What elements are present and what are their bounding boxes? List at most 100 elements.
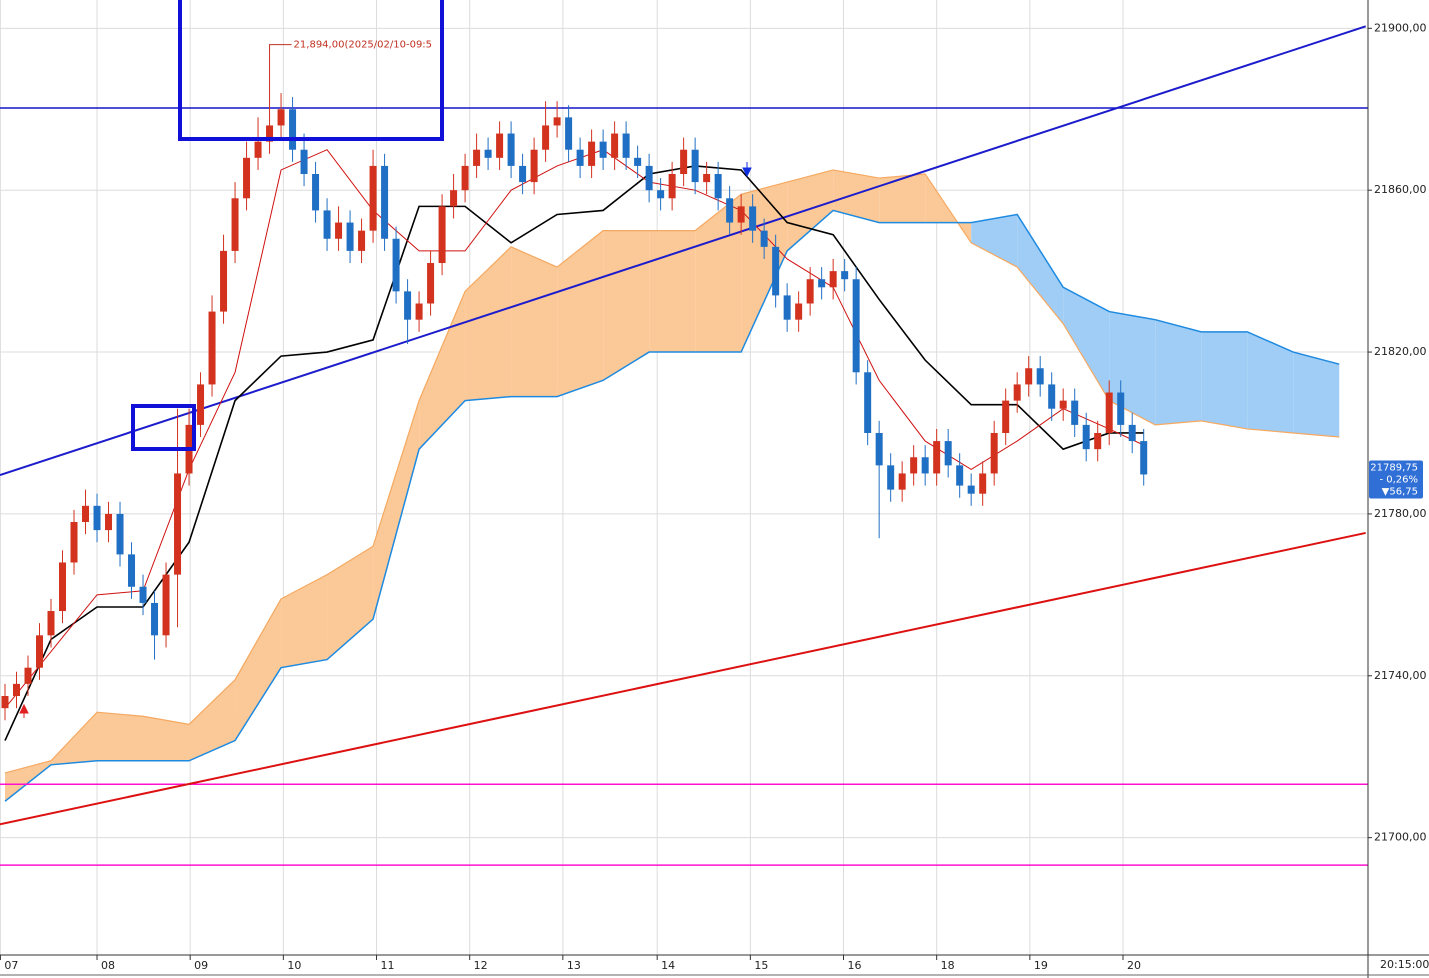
candle-body [438,206,446,264]
cloud-fill [603,230,650,381]
cloud-fill [1201,331,1248,429]
candle-body [231,198,239,251]
candle-body [530,149,538,183]
candle-body [1036,368,1044,385]
candle-body [1013,384,1021,401]
candle-body [1117,392,1125,425]
cloud-fill [51,712,98,765]
cloud-fill [419,291,466,450]
cloud-fill [5,760,52,802]
annotation-pointer [269,44,292,53]
candle-body [645,165,653,191]
candle-body [588,141,596,166]
cloud-fill [327,546,374,660]
candle-body [714,174,722,199]
candle-body [174,473,182,575]
x-tick-label: 09 [194,959,208,972]
candle-body [703,174,711,183]
x-end-label: 20:15:00 [1380,958,1429,971]
axes: 21700,00 21740,00 21780,00 21820,00 21860,00… [0,21,1427,972]
price-tag-text: 21789,75 [1370,462,1418,473]
x-tick-label: 20 [1127,959,1141,972]
x-tick-label: 15 [754,959,768,972]
x-tick-label: 16 [848,959,862,972]
y-tick-label: 21820,00 [1374,345,1427,358]
candle-body [128,554,136,587]
candle-body [772,246,780,296]
candle-body [680,149,688,175]
candle-body [59,562,67,612]
candle-body [70,522,78,563]
highlight-box [178,0,444,141]
candle-body [220,250,228,312]
candle-body [266,125,274,142]
span-a-line [4,169,1340,774]
candle-body [461,165,469,191]
plot-area [0,25,1368,866]
y-tick-label: 21900,00 [1374,21,1427,34]
candle-body [852,279,860,373]
candle-body [944,441,952,466]
indicator-line [4,165,1144,741]
candle-body [979,473,987,494]
y-tick-label: 21860,00 [1374,183,1427,196]
cloud-fill [1017,214,1064,324]
candle-body [496,133,504,158]
signal-arrow [19,703,29,718]
cloud-fill [557,230,604,397]
cloud-fill [143,716,190,761]
candle-body [289,109,297,150]
candle-body [208,311,216,385]
candle-body [1140,441,1148,475]
candle-body [910,457,918,474]
candle-body [392,238,400,292]
candle-body [565,117,573,150]
candle-body [553,117,561,126]
candle-body [116,513,124,555]
candle-body [542,125,550,150]
y-tick-label: 21740,00 [1374,669,1427,682]
candle-body [358,230,366,251]
cloud-fill [649,230,696,353]
candle-body [760,230,768,247]
cloud-fill [1063,287,1110,401]
candle-body [841,271,849,280]
candle-body [737,206,745,223]
candle-body [93,505,101,531]
cloud-fill [235,598,282,741]
candle-body [323,210,331,239]
y-tick-label: 21700,00 [1374,831,1427,844]
candle-body [622,133,630,158]
candle-body [599,141,607,158]
grid [0,0,1368,955]
candle-body [47,611,55,636]
annotation-text: 21,894,00(2025/02/10-09:5 [294,40,433,51]
candle-body [335,222,343,239]
candle-body [415,303,423,320]
highlight-box [131,404,196,451]
candle-body [657,190,665,199]
candle-body [611,133,619,158]
signal-arrow [742,162,752,178]
candle-body [1105,392,1113,433]
candle-body [507,133,515,166]
cloud-fill [879,174,926,223]
trend-line [0,531,1366,826]
x-tick-label: 12 [474,959,488,972]
candle-body [82,505,90,523]
cloud-fill [1155,319,1202,425]
cloud-fill [971,214,1018,268]
cloud-fill [1293,352,1340,438]
price-tag-text: ▼56,75 [1382,486,1418,497]
candle-body [726,198,734,223]
candle-body [1059,400,1067,409]
candle-body [105,513,113,531]
x-tick-label: 18 [941,959,955,972]
candle-body [162,574,170,636]
candle-body [13,683,21,697]
x-tick-label: 14 [661,959,675,972]
x-tick-label: 19 [1034,959,1048,972]
candle-body [1048,384,1056,409]
